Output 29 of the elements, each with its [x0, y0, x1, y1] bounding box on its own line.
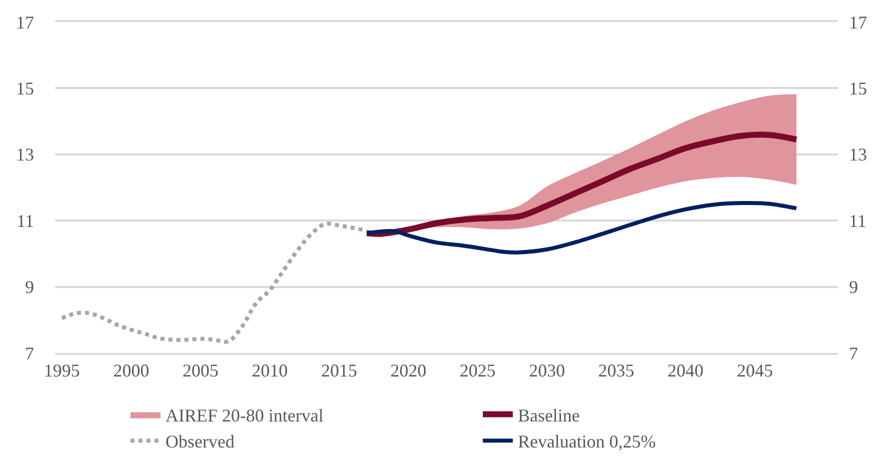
y-tick-label: 17 — [16, 12, 34, 32]
x-tick-label: 2035 — [598, 360, 634, 380]
y-tick-label: 13 — [16, 144, 34, 165]
line-series — [364, 200, 798, 254]
y2-tick-label: 11 — [849, 210, 866, 231]
x-tick-label: 2010 — [252, 360, 288, 380]
legend-label: Revaluation 0,25% — [518, 432, 656, 452]
x-tick-label: 2030 — [528, 360, 565, 380]
x-tick-label: 2005 — [182, 360, 219, 380]
line-series — [60, 222, 369, 344]
x-tick-label: 2000 — [113, 360, 150, 380]
x-tick-label: 2040 — [668, 360, 704, 380]
x-tick-label: 1995 — [44, 360, 80, 380]
y2-tick-label: 15 — [849, 78, 867, 98]
x-tick-label: 2020 — [390, 360, 426, 380]
y2-tick-label: 9 — [849, 277, 858, 298]
y-tick-label: 7 — [25, 343, 34, 364]
x-tick-label: 2045 — [736, 360, 773, 380]
legend-label: Baseline — [518, 405, 580, 426]
y-tick-label: 15 — [16, 78, 34, 98]
y2-tick-label: 17 — [849, 12, 867, 32]
x-tick-label: 2015 — [321, 360, 358, 380]
legend-label: AIREF 20-80 interval — [165, 405, 324, 426]
y-tick-label: 9 — [25, 277, 34, 298]
y2-tick-label: 7 — [849, 343, 858, 364]
legend-label: Observed — [165, 432, 234, 452]
y2-tick-label: 13 — [849, 144, 867, 165]
y-tick-label: 11 — [16, 210, 34, 231]
x-tick-label: 2025 — [460, 360, 496, 380]
